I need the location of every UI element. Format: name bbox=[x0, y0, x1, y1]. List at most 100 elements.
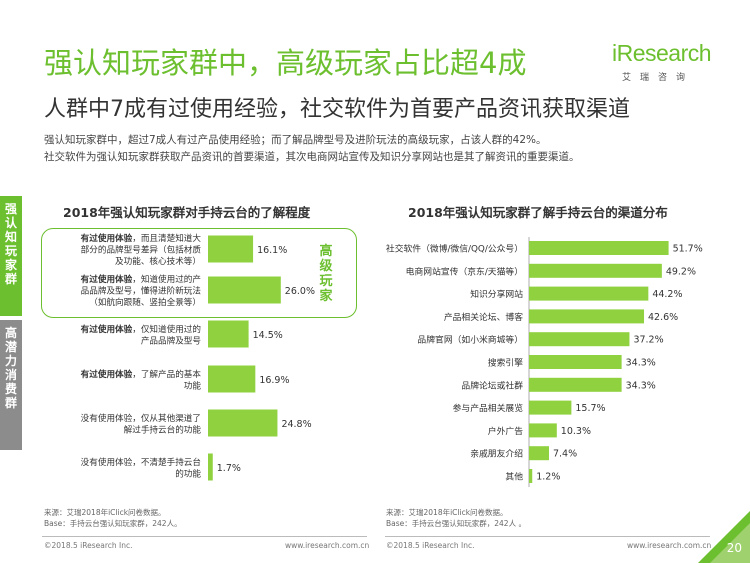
right-value-label-5: 37.2% bbox=[633, 335, 663, 346]
side-tab-high-potential: 高潜力消费群 bbox=[0, 320, 22, 450]
source-right-line-2: Base：手持云台强认知玩家群，242人 。 bbox=[386, 519, 526, 528]
left-bar-5 bbox=[208, 409, 278, 437]
right-value-label-2: 49.2% bbox=[666, 266, 696, 277]
logo-wordmark: iResearch bbox=[612, 40, 712, 66]
side-tab-potential-char: 潜 bbox=[4, 340, 17, 354]
source-note-right: 来源：艾瑞2018年iClick问卷数据。 Base：手持云台强认知玩家群，24… bbox=[386, 507, 526, 529]
left-bar-1 bbox=[208, 235, 254, 263]
left-value-label-4: 16.9% bbox=[259, 375, 289, 386]
left-category-label-4-line-1: 有过使用体验，了解产品的基本 bbox=[81, 368, 202, 380]
right-bar-7 bbox=[529, 377, 622, 392]
corner-decoration-inner bbox=[710, 523, 750, 563]
footer-rule-left bbox=[42, 536, 367, 537]
left-bar-6 bbox=[208, 453, 213, 481]
footer-url-right: www.iresearch.com.cn bbox=[627, 541, 712, 550]
right-category-label-1: 社交软件（微博/微信/QQ/公众号） bbox=[386, 243, 523, 255]
left-category-label-5-line-2: 解过手持云台的功能 bbox=[124, 423, 202, 435]
right-bar-5 bbox=[529, 332, 630, 347]
page-subtitle: 人群中7成有过使用经验，社交软件为首要产品资讯获取渠道 bbox=[44, 97, 630, 122]
intro-text: 强认知玩家群中，超过7成人有过产品使用经验；而了解品牌型号及进阶玩法的高级玩家，… bbox=[44, 132, 580, 166]
highlight-label-char: 家 bbox=[319, 289, 333, 304]
side-tab-potential-char: 高 bbox=[4, 326, 17, 340]
right-category-label-11: 其他 bbox=[505, 471, 523, 483]
right-value-label-10: 7.4% bbox=[553, 449, 577, 460]
chart-right: 51.7% 社交软件（微博/微信/QQ/公众号） 49.2% 电商网站宣传（京东/天猫… bbox=[386, 237, 703, 487]
right-bar-4 bbox=[529, 309, 645, 324]
left-category-label-6-line-1: 没有使用体验，不清楚手持云台 bbox=[81, 456, 201, 468]
left-value-label-5: 24.8% bbox=[281, 419, 311, 430]
intro-line-2: 社交软件为强认知玩家群获取产品资讯的首要渠道，其次电商网站宣传及知识分享网站也是… bbox=[44, 151, 580, 163]
side-tab-strong-char: 强 bbox=[4, 202, 17, 216]
right-category-label-10: 亲戚朋友介绍 bbox=[470, 448, 523, 460]
page-number: 20 bbox=[726, 541, 742, 555]
highlight-label-char: 高 bbox=[319, 244, 333, 259]
right-category-label-6: 搜索引擎 bbox=[488, 357, 523, 369]
right-category-label-9: 户外广告 bbox=[488, 425, 523, 437]
left-bar-3 bbox=[208, 320, 249, 348]
right-bar-6 bbox=[529, 355, 622, 369]
right-category-label-4: 产品相关论坛、博客 bbox=[444, 311, 523, 323]
left-category-label-6-line-2: 的功能 bbox=[175, 467, 201, 479]
right-category-label-8: 参与产品相关展览 bbox=[453, 402, 524, 414]
side-tab-strong-cognition: 强认知玩家群 bbox=[0, 196, 22, 316]
intro-line-1: 强认知玩家群中，超过7成人有过产品使用经验；而了解品牌型号及进阶玩法的高级玩家，… bbox=[44, 134, 547, 146]
left-category-label-3-line-2: 产品品牌及型号 bbox=[141, 334, 201, 346]
side-tab-potential-char: 费 bbox=[4, 382, 17, 396]
side-tab-potential-char: 群 bbox=[4, 396, 17, 410]
iresearch-logo: iResearch 艾瑞咨询 bbox=[612, 40, 722, 88]
source-right-line-1: 来源：艾瑞2018年iClick问卷数据。 bbox=[386, 508, 508, 517]
chart-left: 16.1% 有过使用体验，而且清楚知道大部分的品牌型号差异（包括材质及功能、核心技… bbox=[81, 232, 315, 481]
right-bar-8 bbox=[529, 400, 572, 415]
source-left-line-2: Base：手持云台强认知玩家群，242人。 bbox=[44, 519, 182, 528]
advanced-player-label: 高级玩家 bbox=[317, 244, 335, 304]
side-tab-potential-char: 力 bbox=[4, 354, 17, 368]
side-tab-strong-char: 认 bbox=[4, 216, 17, 230]
right-value-label-8: 15.7% bbox=[575, 403, 605, 414]
highlight-label-char: 玩 bbox=[319, 274, 333, 289]
left-category-label-2-line-3: （如航向跟随、竖拍全景等） bbox=[89, 296, 201, 308]
advanced-player-highlight bbox=[41, 228, 357, 318]
right-bar-10 bbox=[529, 446, 549, 461]
left-category-label-4-line-2: 功能 bbox=[184, 379, 202, 391]
side-tab-potential-char: 消 bbox=[4, 368, 17, 382]
left-category-label-1-line-2: 部分的品牌型号差异（包括材质 bbox=[81, 244, 202, 256]
left-bar-2 bbox=[208, 276, 281, 304]
source-note-left: 来源：艾瑞2018年iClick问卷数据。 Base：手持云台强认知玩家群，24… bbox=[44, 507, 182, 529]
left-category-label-1-line-1: 有过使用体验，而且清楚知道大 bbox=[81, 232, 202, 244]
highlight-label-char: 级 bbox=[319, 259, 333, 274]
footer-copyright-right: ©2018.5 iResearch Inc. bbox=[386, 541, 475, 550]
footer-url-left: www.iresearch.com.cn bbox=[285, 541, 370, 550]
right-bar-3 bbox=[529, 286, 649, 301]
right-category-label-7: 品牌论坛或社群 bbox=[461, 379, 523, 391]
footer-rule-right bbox=[385, 536, 710, 537]
right-value-label-3: 44.2% bbox=[652, 289, 682, 300]
side-tab-strong-char: 群 bbox=[4, 272, 17, 286]
left-category-label-1-line-3: 及功能、核心技术等） bbox=[115, 255, 201, 267]
left-category-label-5-line-1: 没有使用体验，仅从其他渠道了 bbox=[81, 412, 201, 424]
left-category-label-2-line-1: 有过使用体验，知道使用过的产 bbox=[81, 273, 201, 285]
right-bar-11 bbox=[529, 469, 533, 483]
right-value-label-9: 10.3% bbox=[561, 426, 591, 437]
right-bar-2 bbox=[529, 263, 662, 278]
right-category-label-2: 电商网站宣传（京东/天猫等） bbox=[406, 265, 523, 277]
left-category-label-2-line-2: 品品牌及型号，懂得进阶新玩法 bbox=[81, 285, 202, 297]
left-value-label-1: 16.1% bbox=[257, 245, 287, 256]
left-bar-4 bbox=[208, 365, 256, 393]
left-value-label-2: 26.0% bbox=[285, 286, 315, 297]
left-value-label-6: 1.7% bbox=[217, 463, 241, 474]
right-bar-9 bbox=[529, 423, 557, 438]
chart-left-title: 2018年强认知玩家群对手持云台的了解程度 bbox=[63, 205, 311, 220]
side-tab-strong-char: 家 bbox=[4, 258, 17, 272]
page-title: 强认知玩家群中，高级玩家占比超4成 bbox=[44, 46, 527, 80]
side-tab-strong-char: 玩 bbox=[4, 244, 17, 258]
right-bar-1 bbox=[529, 241, 669, 255]
right-value-label-11: 1.2% bbox=[536, 472, 560, 483]
right-value-label-6: 34.3% bbox=[626, 358, 656, 369]
right-category-label-3: 知识分享网站 bbox=[470, 288, 523, 300]
right-category-label-5: 品牌官网（如小米商城等） bbox=[417, 334, 523, 346]
left-category-label-3-line-1: 有过使用体验，仅知道使用过的 bbox=[81, 323, 201, 335]
side-tab-strong-char: 知 bbox=[4, 230, 17, 244]
left-value-label-3: 14.5% bbox=[253, 330, 283, 341]
right-value-label-4: 42.6% bbox=[648, 312, 678, 323]
right-value-label-1: 51.7% bbox=[673, 244, 703, 255]
